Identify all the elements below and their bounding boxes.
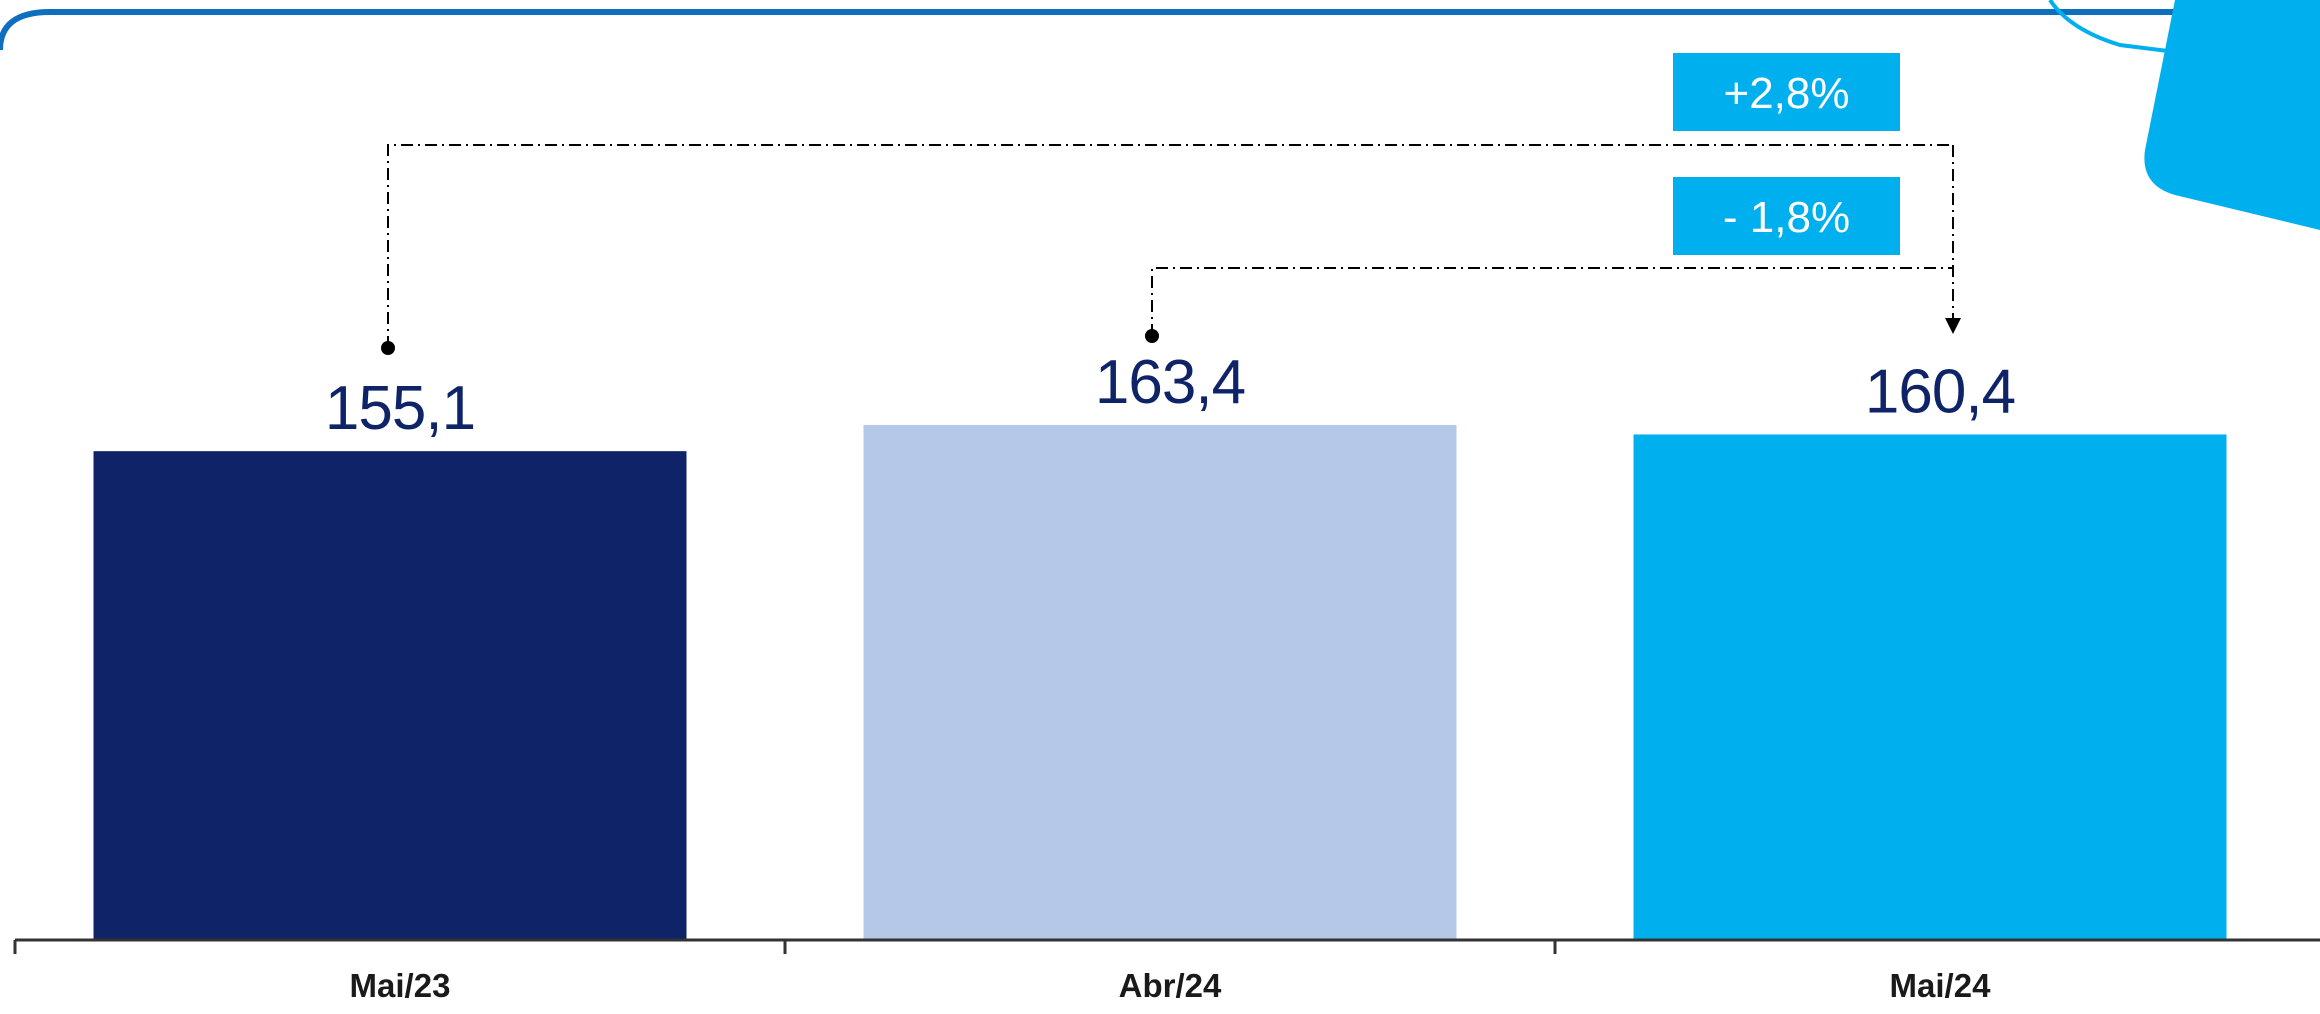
x-tick-label: Abr/24 bbox=[1119, 967, 1222, 1004]
bar-mai-23 bbox=[93, 451, 687, 940]
value-label: 160,4 bbox=[1865, 357, 2015, 426]
change-badge bbox=[1673, 177, 1900, 255]
change-badge bbox=[1673, 53, 1900, 131]
value-label: 155,1 bbox=[325, 374, 475, 443]
value-label: 163,4 bbox=[1095, 348, 1245, 417]
connector-dot bbox=[381, 341, 395, 355]
change-badge-label: +2,8% bbox=[1724, 69, 1850, 118]
x-tick-label: Mai/23 bbox=[350, 967, 451, 1004]
x-tick-label: Mai/24 bbox=[1890, 967, 1992, 1004]
bar-mai-24 bbox=[1633, 434, 2227, 940]
bar-abr-24 bbox=[863, 425, 1457, 940]
frame-border bbox=[0, 9, 2200, 51]
change-badge-label: - 1,8% bbox=[1723, 193, 1850, 242]
comparison-connector bbox=[387, 144, 1953, 348]
connector-arrowhead bbox=[1945, 318, 1961, 334]
connector-dot bbox=[1145, 329, 1159, 343]
corner-decoration bbox=[2144, 0, 2320, 230]
corner-ribbon-line bbox=[2048, 0, 2320, 72]
comparison-connector bbox=[1151, 267, 1953, 336]
